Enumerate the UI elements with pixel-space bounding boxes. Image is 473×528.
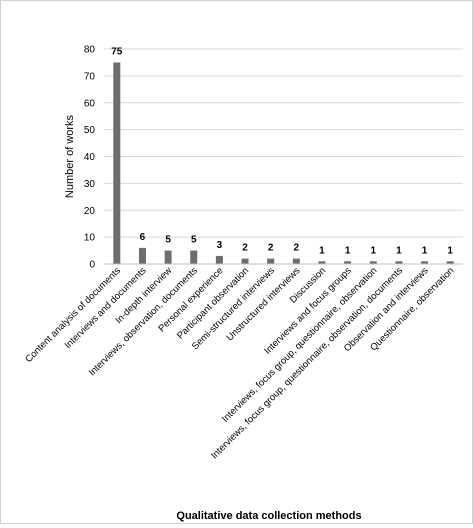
data-labels: 75 6 5 5 3 2 2 2 1 1 1 1 1 1 [111,46,453,256]
data-label: 1 [422,245,428,256]
data-label: 1 [319,245,325,256]
bar [113,62,121,264]
y-tick-label: 60 [84,98,96,109]
data-label: 1 [396,245,402,256]
y-axis-ticks: 0 10 20 30 40 50 60 70 80 [84,45,96,271]
data-label: 6 [140,232,146,243]
data-label: 3 [217,240,223,251]
y-tick-label: 40 [84,152,96,163]
bar [344,261,352,264]
bar [395,261,403,264]
y-tick-label: 10 [84,233,96,244]
data-label: 5 [191,235,197,246]
data-label: 5 [165,235,171,246]
bar [164,250,172,264]
y-tick-label: 50 [84,125,96,136]
y-tick-label: 0 [89,260,95,271]
bar [190,250,198,264]
data-label: 1 [370,245,376,256]
y-tick-label: 30 [84,179,96,190]
data-label: 2 [242,243,248,254]
data-label: 1 [447,245,453,256]
y-tick-label: 70 [84,71,96,82]
y-tick-label: 20 [84,206,96,217]
bar [318,261,326,264]
y-axis-title: Number of works [64,114,76,198]
data-label: 2 [268,243,274,254]
bars [113,62,454,264]
bar [138,247,146,264]
bar [215,255,223,264]
bar [241,258,249,264]
x-axis-title: Qualitative data collection methods [176,510,361,522]
gridlines [104,48,463,238]
data-label: 1 [345,245,351,256]
data-label: 75 [111,46,123,57]
bar [292,258,300,264]
bar [421,261,429,264]
bar [446,261,454,264]
bar [267,258,275,264]
data-label: 2 [294,243,300,254]
bar [369,261,377,264]
category-labels: Content analysis of documentsInterviews … [23,265,456,461]
y-tick-label: 80 [84,45,96,56]
